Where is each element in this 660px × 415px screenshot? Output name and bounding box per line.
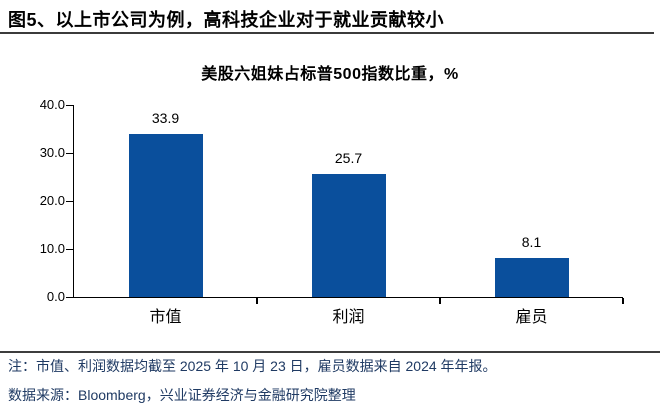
bar [494,258,569,297]
bar [311,173,386,297]
y-axis-tick [66,296,73,298]
bar-value-label: 25.7 [334,149,363,166]
bar-value-label: 33.9 [151,110,180,127]
plot-area: 0.0 10.0 20.0 30.0 40.0 33.9 市值 25.7 利润 8.1 雇员 [40,97,624,326]
y-axis-label: 10.0 [39,241,65,256]
x-axis-label: 雇员 [515,309,548,326]
x-axis-label: 利润 [332,309,365,326]
y-axis-label: 20.0 [39,193,65,208]
footer-divider [0,351,660,353]
x-axis-tick [439,298,441,304]
y-axis-label: 0.0 [46,289,65,304]
y-axis-label: 30.0 [39,145,65,160]
source-text: 数据来源：Bloomberg，兴业证券经济与金融研究院整理 [8,387,356,403]
x-axis-tick [256,298,258,304]
y-axis-label: 40.0 [39,97,65,112]
x-axis-label: 市值 [149,309,182,326]
bar-value-label: 8.1 [521,234,542,251]
note-text: 注：市值、利润数据均截至 2025 年 10 月 23 日，雇员数据来自 202… [8,358,497,374]
y-axis-tick [66,200,73,202]
bar [128,134,203,297]
title-divider [0,32,654,34]
y-axis-tick [66,152,73,154]
x-axis-tick [622,298,624,304]
y-axis-tick [66,248,73,250]
y-axis-tick [66,104,73,106]
chart-title: 美股六姐妹占标普500指数比重，% [201,66,459,83]
figure-title: 图5、以上市公司为例，高科技企业对于就业贡献较小 [8,10,445,30]
